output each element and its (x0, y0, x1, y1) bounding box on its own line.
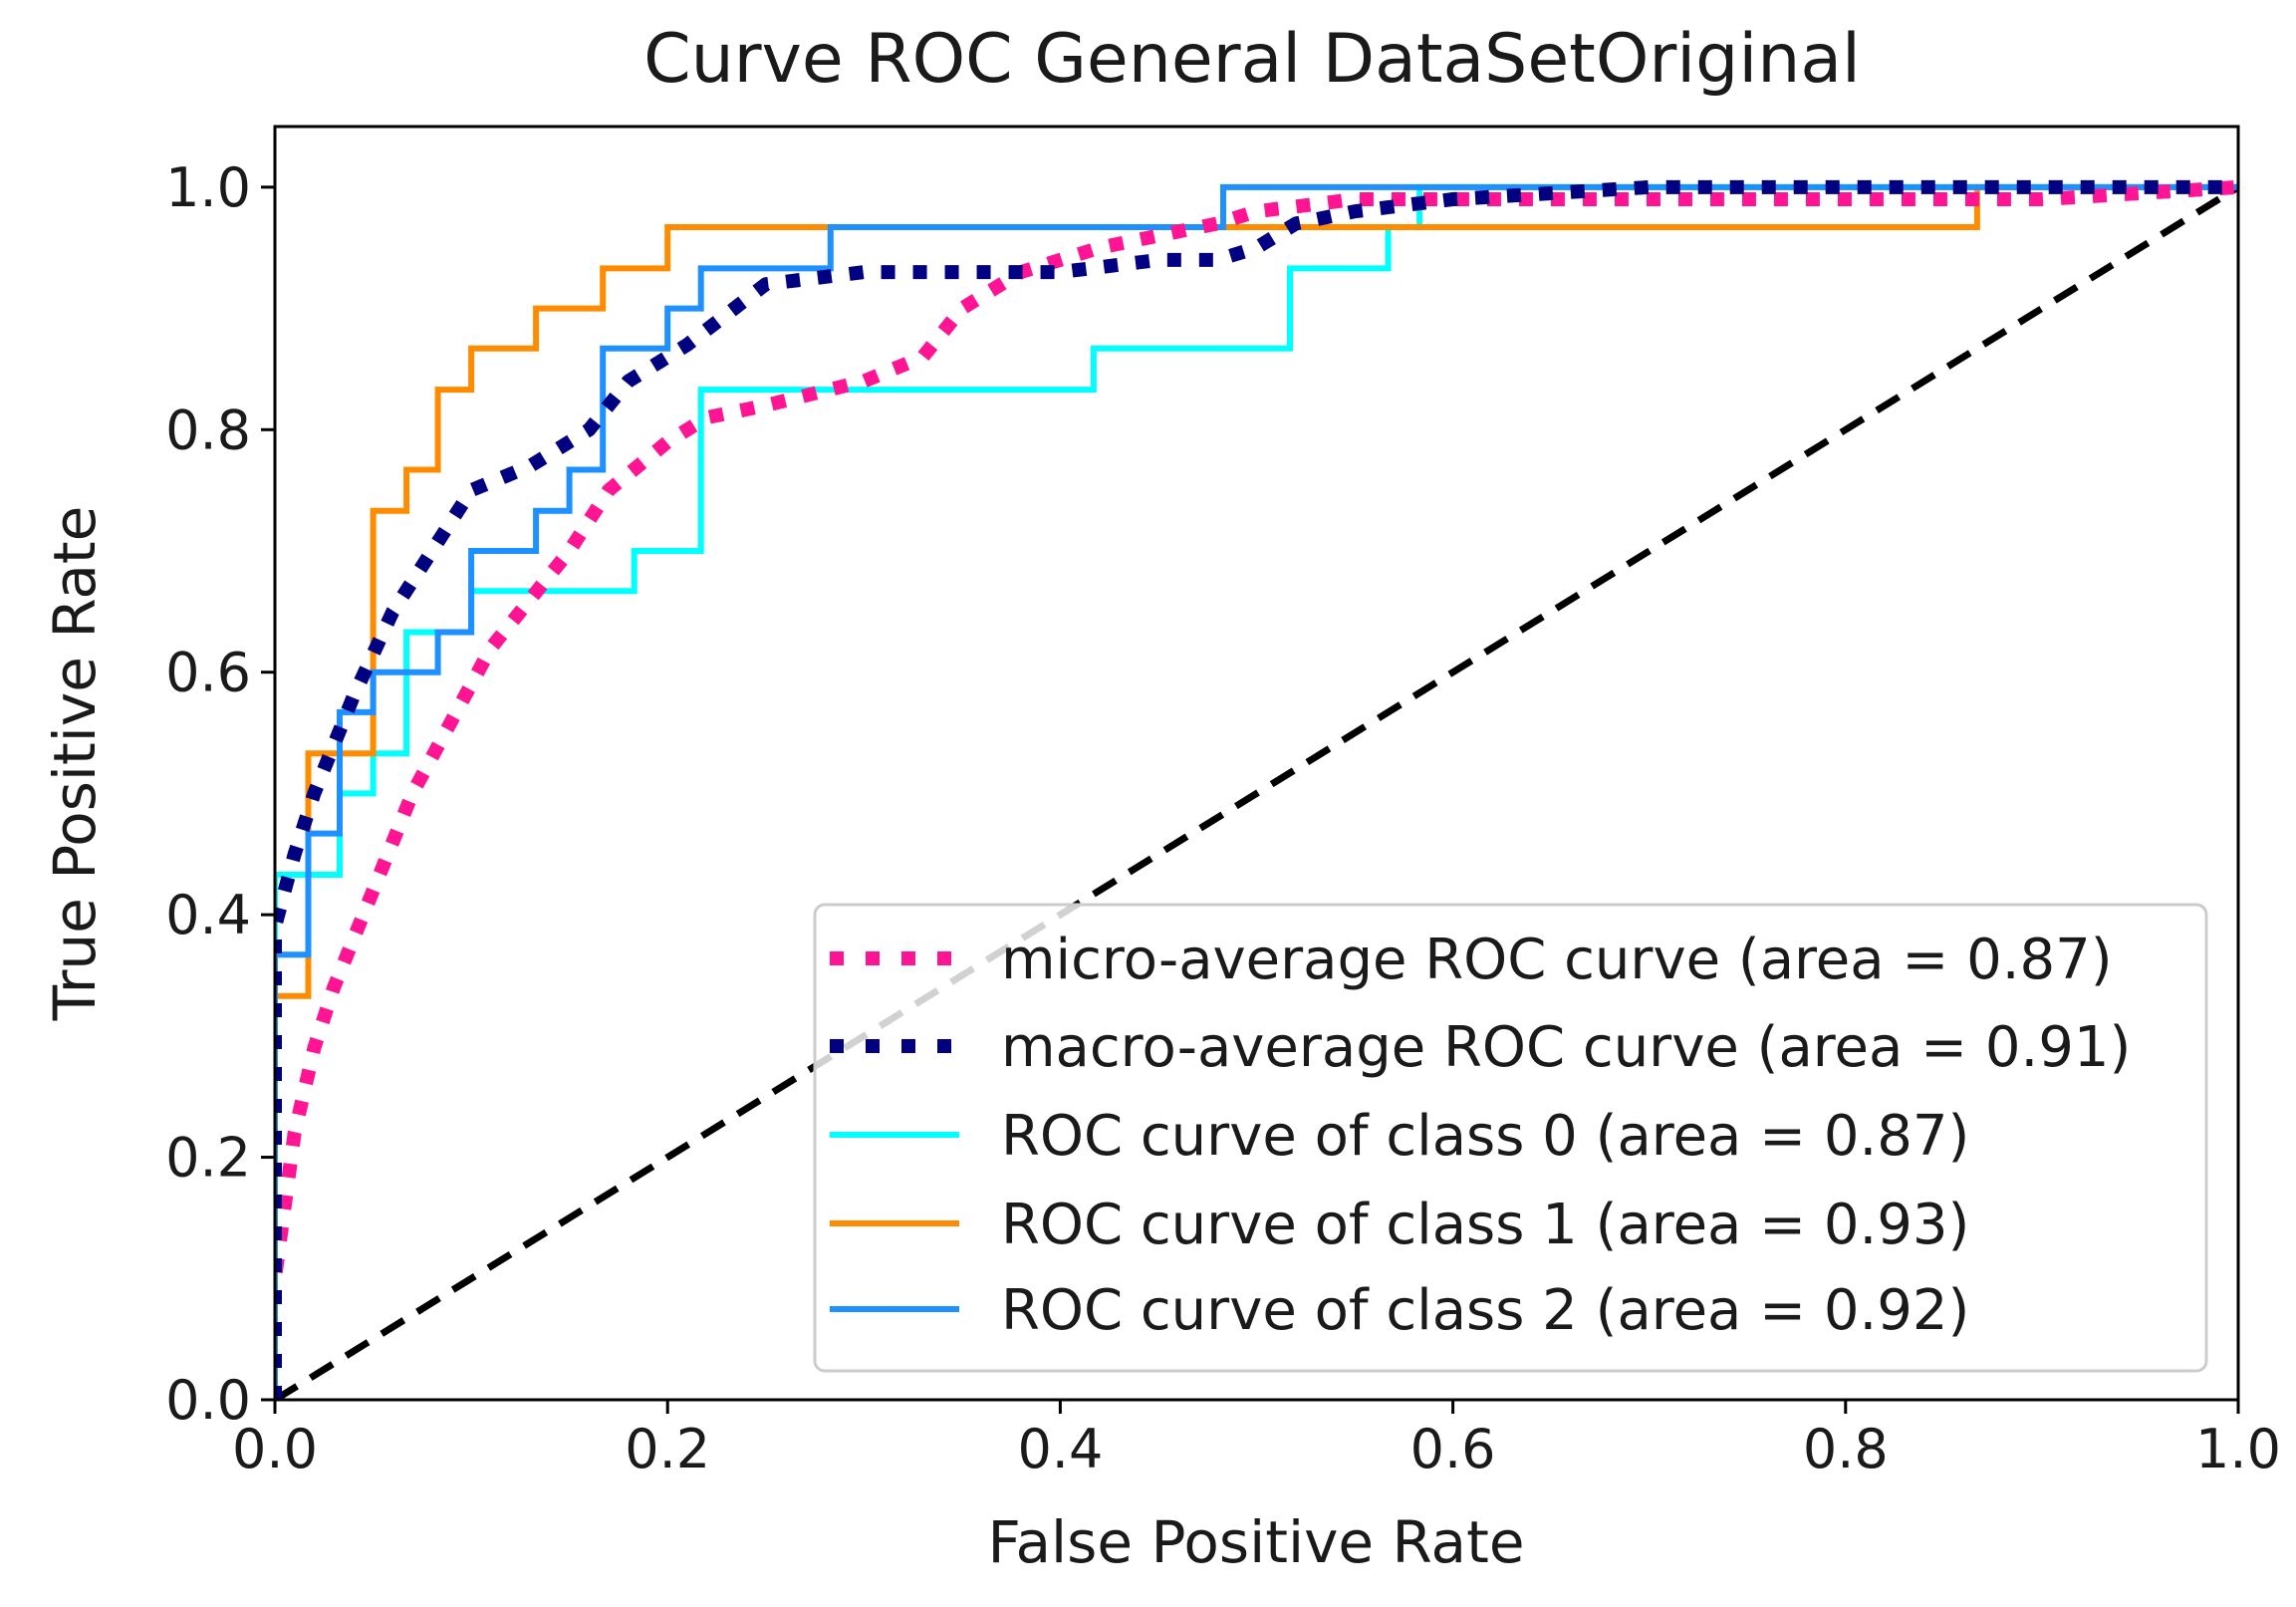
y-axis-label: True Positive Rate (41, 506, 109, 1022)
plot-frame (273, 125, 2240, 1402)
y-tick-label: 0.4 (165, 884, 251, 946)
legend-label-3: ROC curve of class 1 (area = 0.93) (1001, 1193, 1969, 1257)
y-tick-label: 0.6 (165, 642, 251, 704)
chance-diagonal-line (275, 183, 2238, 1400)
legend-label-4: ROC curve of class 2 (area = 0.92) (1001, 1278, 1969, 1343)
legend-label-0: micro-average ROC curve (area = 0.87) (1001, 928, 2113, 992)
legend: micro-average ROC curve (area = 0.87) mac… (813, 903, 2208, 1373)
x-tick-label: 0.0 (232, 1418, 318, 1480)
y-tick-label: 1.0 (165, 156, 251, 219)
chart-title: Curve ROC General DataSetOriginal (643, 20, 1861, 99)
y-axis: 0.0 0.2 0.4 0.6 0.8 1.0 (165, 156, 275, 1432)
legend-label-2: ROC curve of class 0 (area = 0.87) (1001, 1104, 1969, 1169)
x-tick-label: 0.2 (625, 1418, 710, 1480)
legend-box (813, 903, 2208, 1373)
x-tick-label: 0.8 (1803, 1418, 1889, 1480)
x-axis-label: False Positive Rate (987, 1508, 1524, 1576)
y-tick-label: 0.0 (165, 1369, 251, 1432)
x-tick-label: 1.0 (2195, 1418, 2281, 1480)
legend-label-1: macro-average ROC curve (area = 0.91) (1001, 1015, 2131, 1080)
x-tick-label: 0.4 (1017, 1418, 1103, 1480)
x-axis: 0.0 0.2 0.4 0.6 0.8 1.0 (232, 1400, 2281, 1480)
y-tick-label: 0.2 (165, 1127, 251, 1190)
y-tick-label: 0.8 (165, 399, 251, 461)
series-line-4 (275, 183, 2238, 1400)
series-line-0 (275, 179, 2238, 1400)
plot-area (275, 179, 2238, 1400)
x-tick-label: 0.6 (1410, 1418, 1496, 1480)
